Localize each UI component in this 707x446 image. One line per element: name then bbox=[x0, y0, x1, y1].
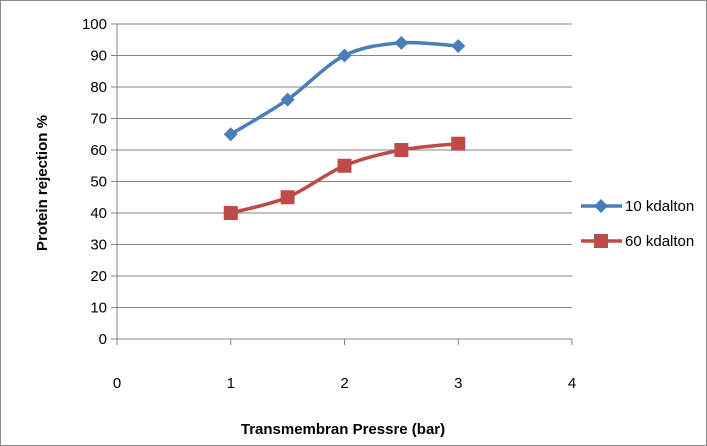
y-tick-label: 100 bbox=[82, 16, 107, 33]
x-tick-label: 2 bbox=[340, 375, 348, 392]
y-tick-label: 20 bbox=[90, 268, 107, 285]
x-axis-title: Transmembran Pressre (bar) bbox=[241, 421, 445, 438]
legend-marker-2 bbox=[594, 234, 608, 248]
x-tick-label: 4 bbox=[568, 375, 576, 392]
y-tick-label: 80 bbox=[90, 79, 107, 96]
data-point-1 bbox=[451, 39, 466, 54]
series-group bbox=[223, 35, 466, 220]
axes: 0 10 20 30 40 50 60 70 80 90 100 0 1 2 3 4 bbox=[82, 16, 576, 392]
data-point-2 bbox=[337, 158, 352, 173]
x-tick-label: 0 bbox=[113, 375, 121, 392]
data-point-2 bbox=[280, 190, 295, 205]
y-tick-label: 10 bbox=[90, 300, 107, 317]
legend: 10 kdalton 60 kdalton bbox=[581, 198, 694, 250]
data-point-2 bbox=[223, 206, 238, 220]
legend-marker-1 bbox=[594, 199, 608, 213]
x-tick-label: 3 bbox=[454, 375, 462, 392]
y-tick-label: 50 bbox=[90, 174, 107, 191]
data-point-1 bbox=[223, 127, 238, 142]
legend-label-2: 60 kdalton bbox=[625, 233, 694, 250]
y-tick-label: 70 bbox=[90, 111, 107, 128]
data-point-2 bbox=[394, 143, 409, 157]
y-tick-label: 0 bbox=[99, 331, 107, 348]
y-axis-title: Protein rejection % bbox=[34, 115, 51, 251]
data-point-1 bbox=[280, 92, 295, 107]
data-point-1 bbox=[394, 35, 409, 50]
legend-label-1: 10 kdalton bbox=[625, 198, 694, 215]
data-point-1 bbox=[337, 48, 352, 63]
y-tick-label: 60 bbox=[90, 142, 107, 159]
y-tick-label: 30 bbox=[90, 237, 107, 254]
series-line-2 bbox=[230, 141, 459, 215]
x-tick-label: 1 bbox=[227, 375, 235, 392]
y-tick-label: 90 bbox=[90, 48, 107, 65]
y-tick-label: 40 bbox=[90, 205, 107, 222]
data-point-2 bbox=[451, 136, 466, 151]
